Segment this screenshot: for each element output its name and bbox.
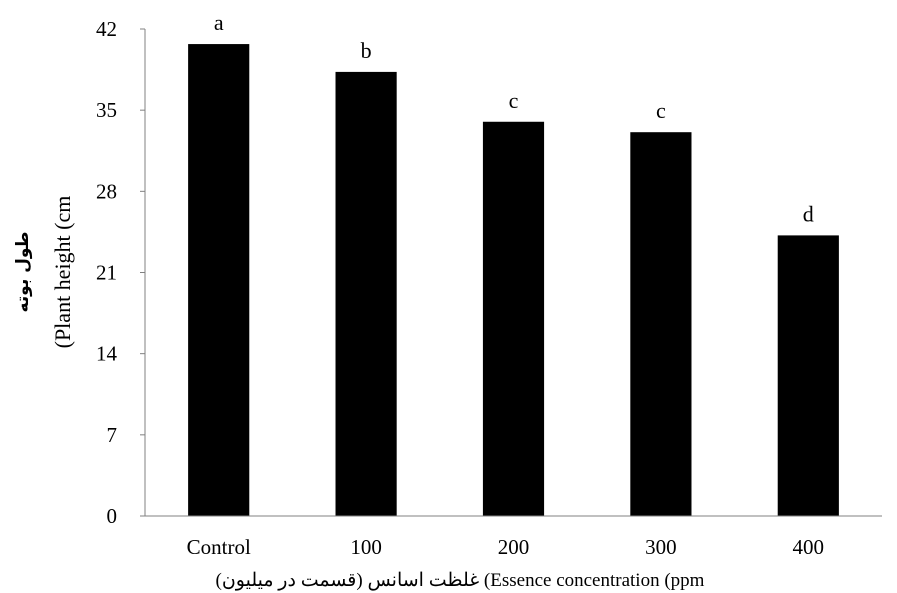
x-tick-label: 300 — [645, 535, 677, 559]
y-tick-label: 21 — [96, 261, 117, 285]
bar — [630, 132, 692, 516]
y-tick-label: 14 — [96, 342, 118, 366]
x-axis-title: غلظت اسانس (قسمت در میلیون) (Essence con… — [216, 570, 705, 591]
bars — [188, 44, 839, 517]
x-tick-label: 100 — [350, 535, 382, 559]
y-tick-label: 42 — [96, 17, 117, 41]
x-tick-label: 200 — [498, 535, 530, 559]
y-tick-label: 7 — [107, 423, 118, 447]
significance-labels: a b c c d — [214, 10, 814, 226]
bar — [335, 71, 397, 517]
y-tick-label: 0 — [107, 504, 118, 528]
significance-letter: b — [361, 38, 372, 63]
x-tick-label: 400 — [793, 535, 825, 559]
y-axis-title-persian: طول بوته — [13, 231, 33, 312]
y-axis-title-english: (Plant height (cm — [50, 196, 75, 349]
significance-letter: a — [214, 10, 224, 35]
y-tick-label: 28 — [96, 179, 117, 203]
x-tick-label: Control — [187, 535, 251, 559]
x-axis-ticks: Control 100 200 300 400 — [187, 535, 824, 559]
bar — [188, 44, 250, 516]
significance-letter: c — [656, 98, 666, 123]
y-axis-ticks: 0 7 14 21 28 35 42 — [96, 17, 145, 528]
bar — [777, 235, 839, 516]
y-tick-label: 35 — [96, 98, 117, 122]
significance-letter: c — [509, 88, 519, 113]
significance-letter: d — [803, 201, 814, 226]
bar — [482, 121, 545, 516]
